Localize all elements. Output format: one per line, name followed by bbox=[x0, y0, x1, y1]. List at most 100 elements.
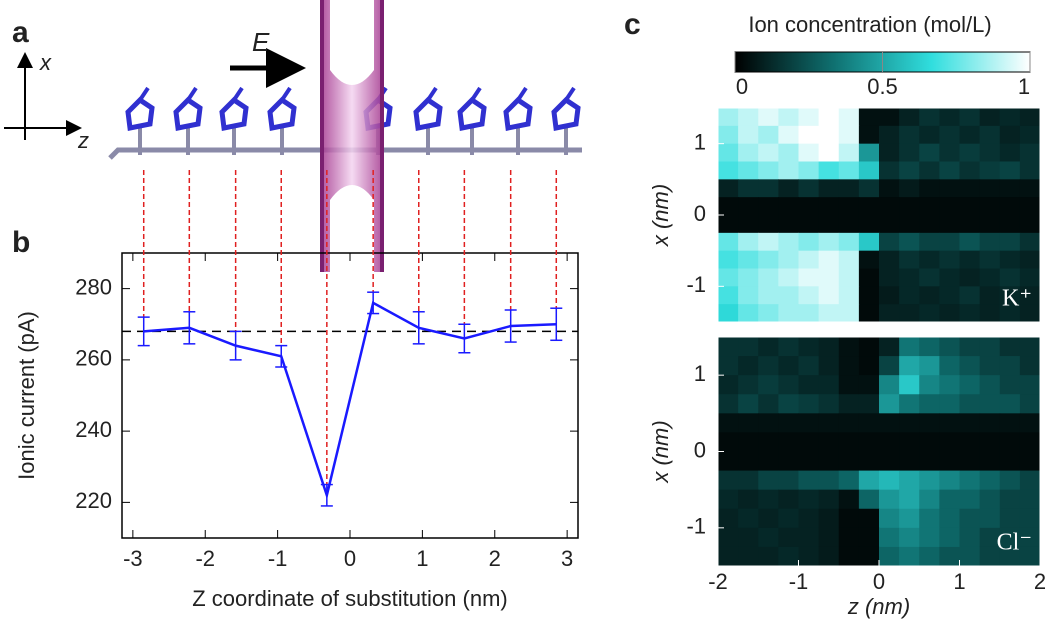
panel-label: a bbox=[12, 16, 29, 49]
heat-cell bbox=[818, 432, 840, 452]
heat-cell bbox=[818, 108, 840, 127]
heat-cell bbox=[738, 143, 759, 162]
heat-cell bbox=[1019, 470, 1041, 491]
heat-cell bbox=[778, 143, 799, 162]
heat-cell bbox=[838, 546, 860, 567]
colorbar-tick-label: 0.5 bbox=[867, 74, 898, 99]
heat-cell bbox=[738, 268, 759, 287]
heat-cell bbox=[1019, 304, 1041, 323]
heat-cell bbox=[758, 508, 779, 529]
heat-cell bbox=[999, 179, 1021, 198]
heat-cell bbox=[738, 250, 759, 269]
heat-cell bbox=[939, 161, 960, 180]
heat-cell bbox=[818, 508, 840, 529]
heat-cell bbox=[959, 508, 981, 529]
heat-cell bbox=[818, 232, 840, 252]
heat-cell bbox=[798, 215, 820, 234]
heat-cell bbox=[738, 470, 759, 491]
heat-cell bbox=[758, 356, 779, 376]
heat-cell bbox=[738, 508, 759, 529]
y-tick-label: -1 bbox=[686, 272, 706, 297]
heat-cell bbox=[818, 304, 840, 323]
heat-cell bbox=[1019, 232, 1041, 252]
heat-cell bbox=[999, 232, 1021, 252]
colorbar-tick-label: 0 bbox=[736, 74, 748, 99]
heat-cell bbox=[1019, 413, 1041, 433]
x-tick-label: 0 bbox=[873, 569, 885, 594]
field-label: E bbox=[252, 27, 270, 57]
y-axis-label: x (nm) bbox=[648, 420, 673, 483]
heat-cell bbox=[838, 356, 860, 376]
heat-cell bbox=[1019, 394, 1041, 414]
heat-cell bbox=[879, 286, 900, 305]
heat-cell bbox=[758, 108, 779, 127]
heat-cell bbox=[718, 413, 739, 433]
heat-cell bbox=[879, 356, 900, 376]
heat-cell bbox=[899, 215, 920, 234]
heat-cell bbox=[718, 108, 739, 127]
heat-cell bbox=[798, 489, 820, 510]
heat-cell bbox=[858, 356, 880, 376]
heat-cell bbox=[818, 546, 840, 567]
base bbox=[125, 96, 155, 131]
heat-cell bbox=[979, 337, 1001, 357]
heat-cell bbox=[758, 286, 779, 305]
heat-cell bbox=[758, 179, 779, 198]
heat-cell bbox=[879, 215, 900, 234]
heat-cell bbox=[919, 179, 940, 198]
heat-cell bbox=[718, 197, 739, 216]
heat-cell bbox=[999, 489, 1021, 510]
x-tick-label: 2 bbox=[489, 546, 501, 571]
heat-cell bbox=[718, 508, 739, 529]
x-tick-label: -1 bbox=[789, 569, 809, 594]
heat-cell bbox=[879, 197, 900, 216]
heat-cell bbox=[778, 108, 799, 127]
heat-cell bbox=[858, 286, 880, 305]
heat-cell bbox=[838, 470, 860, 491]
nanopore bbox=[320, 0, 384, 272]
heat-cell bbox=[738, 546, 759, 567]
base-tip bbox=[426, 86, 438, 102]
heat-cell bbox=[798, 161, 820, 180]
heat-cell bbox=[899, 451, 920, 472]
heat-cell bbox=[778, 413, 799, 433]
heat-cell bbox=[838, 394, 860, 414]
heat-cell bbox=[1019, 546, 1041, 567]
heat-cell bbox=[979, 250, 1001, 269]
colorbar-title: Ion concentration (mol/L) bbox=[748, 12, 991, 37]
heat-cell bbox=[919, 250, 940, 269]
heat-cell bbox=[798, 108, 820, 127]
heat-cell bbox=[838, 125, 860, 145]
x-axis-label: z (nm) bbox=[847, 594, 910, 619]
heat-cell bbox=[818, 375, 840, 395]
heat-cell bbox=[979, 268, 1001, 287]
heat-cell bbox=[899, 268, 920, 287]
y-tick-label: 220 bbox=[75, 488, 112, 513]
heat-cell bbox=[939, 250, 960, 269]
x-axis-label: Z coordinate of substitution (nm) bbox=[192, 586, 507, 611]
axis-z-label: z bbox=[77, 128, 89, 153]
heat-cell bbox=[778, 337, 799, 357]
heat-cell bbox=[798, 527, 820, 548]
heat-cell bbox=[818, 197, 840, 216]
heat-cell bbox=[939, 451, 960, 472]
heat-cell bbox=[999, 108, 1021, 127]
base-tip bbox=[470, 86, 482, 102]
heat-cell bbox=[919, 432, 940, 452]
x-tick-label: 0 bbox=[344, 546, 356, 571]
heat-cell bbox=[879, 394, 900, 414]
base-tip bbox=[280, 86, 292, 102]
heat-cell bbox=[919, 268, 940, 287]
heat-cell bbox=[718, 286, 739, 305]
heat-cell bbox=[919, 470, 940, 491]
heat-cell bbox=[838, 413, 860, 433]
base-tip bbox=[564, 86, 576, 102]
heat-cell bbox=[718, 268, 739, 287]
heat-cell bbox=[738, 304, 759, 323]
heat-cell bbox=[1019, 125, 1041, 145]
heat-cell bbox=[838, 108, 860, 127]
heat-cell bbox=[899, 250, 920, 269]
heat-cell bbox=[899, 356, 920, 376]
heat-cell bbox=[858, 161, 880, 180]
heat-cell bbox=[778, 432, 799, 452]
